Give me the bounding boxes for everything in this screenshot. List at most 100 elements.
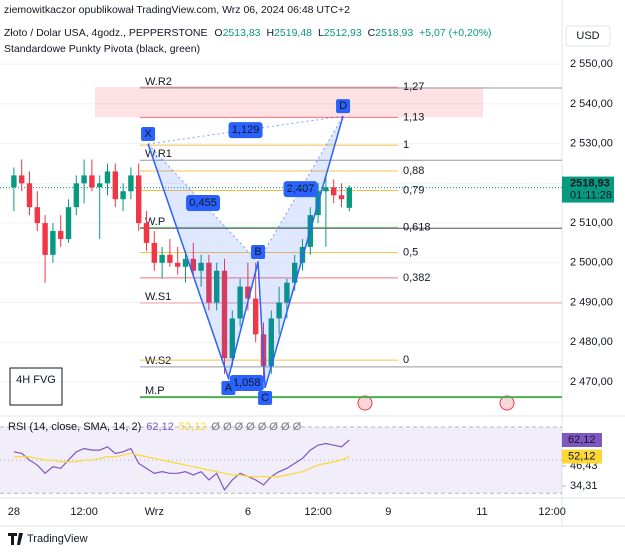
ratio-box bbox=[228, 122, 263, 139]
pattern-point-label: B bbox=[254, 246, 261, 258]
currency-button[interactable] bbox=[565, 25, 611, 47]
x-tick-label: 12:00 bbox=[538, 506, 566, 518]
candle-body bbox=[323, 187, 329, 192]
publisher: ziemowitkaczor opublikował TradingView.c… bbox=[4, 4, 350, 16]
fib-label: 0,618 bbox=[403, 221, 431, 233]
fib-zone bbox=[95, 87, 483, 118]
rsi-value-box bbox=[562, 449, 602, 464]
candle-body bbox=[19, 175, 25, 184]
pattern-fill bbox=[148, 143, 259, 379]
pivot-label: M.P bbox=[145, 385, 165, 397]
change: +5,07 (+0,20%) bbox=[419, 27, 491, 39]
candle-body bbox=[159, 254, 165, 263]
low: 2512,93 bbox=[324, 27, 362, 39]
candle-body bbox=[151, 242, 157, 263]
fib-label: 1,13 bbox=[403, 111, 424, 123]
candle-body bbox=[346, 187, 352, 208]
rsi-legend-value: 62,12 bbox=[146, 421, 174, 433]
candle-body bbox=[120, 191, 126, 200]
candle-body bbox=[245, 286, 251, 299]
x-tick-label: 12:00 bbox=[304, 506, 332, 518]
rsi-legend-value: 52,12 bbox=[179, 421, 207, 433]
candle-body bbox=[190, 258, 196, 271]
close: 2518,93 bbox=[375, 27, 413, 39]
candle-body bbox=[128, 175, 134, 192]
candle-body bbox=[338, 195, 345, 200]
pivot-label: W.R1 bbox=[145, 148, 172, 160]
indicator: Standardowe Punkty Pivota (black, green) bbox=[4, 43, 200, 55]
brand: TradingView bbox=[27, 533, 88, 545]
y-tick-label: 2 550,00 bbox=[570, 58, 613, 70]
low-label: L bbox=[318, 27, 324, 39]
open-label: O bbox=[214, 27, 222, 39]
candle-body bbox=[253, 298, 259, 335]
fib-label: 0,79 bbox=[403, 184, 424, 196]
y-tick-label: 2 500,00 bbox=[570, 257, 613, 269]
y-tick-label: 2 480,00 bbox=[570, 336, 613, 348]
candle-body bbox=[175, 262, 181, 267]
pattern-point-box bbox=[258, 390, 273, 405]
pivot-label: W.P bbox=[145, 216, 165, 228]
x-tick-label: 28 bbox=[8, 506, 20, 518]
rsi-value-label: 52,12 bbox=[568, 450, 596, 462]
y-tick-label: 2 470,00 bbox=[570, 376, 613, 388]
candle-body bbox=[182, 258, 189, 267]
candle-body bbox=[89, 175, 95, 188]
fib-label: 1,27 bbox=[403, 81, 424, 93]
rsi-value-box bbox=[562, 433, 602, 448]
y-tick-label: 2 510,00 bbox=[570, 217, 613, 229]
pattern-ratio-line bbox=[257, 115, 344, 263]
close-label: C bbox=[368, 27, 376, 39]
candle-body bbox=[136, 175, 142, 224]
rsi-title: RSI (14, close, SMA, 14, 2) bbox=[8, 421, 141, 433]
fib-label: 0,88 bbox=[403, 165, 424, 177]
annotation: 4H FVG bbox=[16, 374, 56, 386]
candle-body bbox=[276, 302, 282, 319]
ratio-label: 1,058 bbox=[233, 377, 261, 389]
currency[interactable]: USD bbox=[576, 30, 599, 42]
candle-body bbox=[167, 254, 173, 263]
annotation-box bbox=[9, 367, 63, 406]
symbol-line: Złoto / Dolar USA, 4godz., PEPPERSTONE O… bbox=[4, 27, 492, 39]
pattern-point-label: X bbox=[144, 128, 152, 140]
candle-body bbox=[73, 183, 79, 208]
candle-body bbox=[97, 183, 103, 188]
candle-body bbox=[42, 223, 48, 255]
rsi-tick-label: 34,31 bbox=[570, 480, 598, 492]
pattern-point-box bbox=[141, 126, 156, 141]
pattern-point-label: C bbox=[261, 392, 269, 404]
x-tick-label: 11 bbox=[476, 506, 487, 518]
pivot-label: W.R2 bbox=[145, 76, 172, 88]
x-tick-label: Wrz bbox=[145, 506, 164, 518]
candle-body bbox=[229, 318, 235, 359]
candle-body bbox=[11, 175, 17, 188]
fib-label: 0,382 bbox=[403, 272, 431, 284]
ratio-box bbox=[283, 181, 318, 198]
fib-label: 1 bbox=[403, 139, 409, 151]
candle-body bbox=[50, 231, 56, 255]
x-tick-label: 12:00 bbox=[70, 506, 98, 518]
event-icon[interactable] bbox=[499, 395, 515, 411]
candle-body bbox=[292, 262, 298, 283]
candle-body bbox=[112, 171, 118, 200]
last-price-box bbox=[562, 176, 614, 203]
candle-body bbox=[26, 183, 33, 208]
rsi-line bbox=[13, 452, 350, 478]
event-icon[interactable] bbox=[357, 395, 373, 411]
pivot-label: W.S2 bbox=[145, 355, 171, 367]
pattern-point-box bbox=[251, 245, 266, 260]
rsi-extra: Ø Ø Ø Ø Ø Ø Ø Ø bbox=[211, 421, 301, 433]
candle-body bbox=[143, 223, 150, 243]
last-price-label: 2518,93 bbox=[570, 177, 610, 189]
candle-body bbox=[214, 270, 220, 303]
y-tick-label: 2 530,00 bbox=[570, 137, 613, 149]
rsi-header: RSI (14, close, SMA, 14, 2) 62,12 52,12 Ø Ø… bbox=[8, 421, 302, 433]
candle-body bbox=[34, 207, 40, 224]
ratio-label: 0,455 bbox=[189, 197, 217, 209]
x-tick-label: 9 bbox=[385, 506, 391, 518]
pattern-fill bbox=[258, 116, 344, 388]
candle-body bbox=[81, 175, 87, 184]
candle-body bbox=[331, 187, 337, 196]
candle-body bbox=[206, 262, 212, 303]
